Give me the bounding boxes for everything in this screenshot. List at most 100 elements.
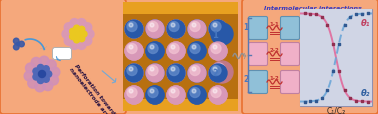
Circle shape (167, 64, 185, 82)
Circle shape (188, 43, 206, 60)
Point (307, 14, 313, 16)
Text: 1: 1 (212, 30, 218, 39)
Circle shape (213, 26, 225, 38)
Circle shape (125, 64, 143, 82)
Circle shape (192, 46, 196, 50)
Circle shape (213, 67, 217, 71)
Circle shape (70, 19, 79, 28)
Circle shape (213, 89, 217, 93)
Circle shape (190, 44, 200, 54)
Point (319, 97, 325, 99)
Circle shape (81, 32, 87, 38)
Circle shape (192, 68, 196, 72)
Point (330, 44, 336, 45)
Circle shape (83, 23, 92, 32)
Point (359, 101, 365, 102)
Circle shape (50, 67, 60, 77)
Circle shape (150, 46, 154, 50)
Circle shape (169, 45, 179, 54)
Point (359, 14, 365, 16)
Circle shape (213, 24, 217, 28)
Circle shape (77, 41, 86, 50)
Circle shape (129, 46, 133, 50)
Bar (123, 99, 238, 111)
Circle shape (213, 24, 217, 28)
Point (342, 89, 348, 91)
Point (364, 13, 370, 15)
Circle shape (129, 24, 133, 28)
Circle shape (74, 38, 80, 43)
Circle shape (150, 68, 154, 72)
Circle shape (146, 21, 164, 39)
Circle shape (169, 66, 179, 76)
Circle shape (146, 86, 164, 104)
Circle shape (17, 43, 20, 46)
Circle shape (37, 77, 44, 84)
Circle shape (167, 86, 185, 104)
Circle shape (127, 66, 137, 76)
FancyBboxPatch shape (53, 48, 71, 60)
Text: 2: 2 (212, 68, 218, 77)
Circle shape (167, 43, 185, 60)
Circle shape (192, 90, 196, 94)
Circle shape (211, 45, 221, 54)
Circle shape (127, 45, 137, 54)
Circle shape (171, 46, 175, 50)
Point (307, 101, 313, 102)
Circle shape (213, 46, 217, 50)
Circle shape (192, 24, 196, 28)
Text: θ₁: θ₁ (360, 19, 370, 28)
Circle shape (188, 86, 206, 104)
Circle shape (148, 88, 158, 98)
Circle shape (146, 86, 164, 104)
Circle shape (148, 23, 158, 33)
Circle shape (125, 21, 143, 39)
Circle shape (167, 43, 185, 60)
Text: 1-1: 1-1 (270, 21, 279, 26)
Circle shape (211, 44, 221, 54)
Circle shape (127, 88, 137, 98)
Text: 2: 2 (243, 74, 249, 83)
Circle shape (148, 88, 158, 98)
Circle shape (31, 58, 41, 68)
Bar (300, 10, 372, 106)
Circle shape (188, 21, 206, 39)
Circle shape (129, 89, 133, 93)
Circle shape (190, 23, 200, 33)
Circle shape (192, 89, 196, 93)
FancyBboxPatch shape (280, 71, 299, 94)
Point (364, 101, 370, 102)
Circle shape (190, 22, 200, 32)
Circle shape (62, 30, 71, 39)
Circle shape (129, 24, 133, 28)
Circle shape (33, 74, 39, 80)
Circle shape (43, 81, 53, 91)
Circle shape (70, 41, 79, 50)
FancyBboxPatch shape (280, 17, 299, 40)
Circle shape (211, 88, 221, 98)
Circle shape (211, 66, 221, 76)
FancyBboxPatch shape (280, 43, 299, 66)
Circle shape (190, 66, 200, 76)
Circle shape (39, 57, 49, 67)
Circle shape (211, 88, 221, 98)
Circle shape (148, 22, 158, 32)
Circle shape (150, 67, 154, 71)
Circle shape (209, 86, 227, 104)
Circle shape (171, 68, 175, 72)
Circle shape (146, 64, 164, 82)
Circle shape (70, 29, 76, 35)
Circle shape (129, 90, 133, 94)
Circle shape (64, 37, 73, 46)
Point (336, 44, 342, 45)
Circle shape (171, 24, 175, 28)
Circle shape (43, 66, 49, 73)
Circle shape (127, 88, 137, 98)
Circle shape (146, 43, 164, 60)
Point (324, 25, 330, 26)
Circle shape (190, 45, 200, 54)
Point (313, 100, 319, 102)
Circle shape (46, 60, 56, 70)
Circle shape (169, 88, 179, 98)
Circle shape (37, 65, 44, 71)
